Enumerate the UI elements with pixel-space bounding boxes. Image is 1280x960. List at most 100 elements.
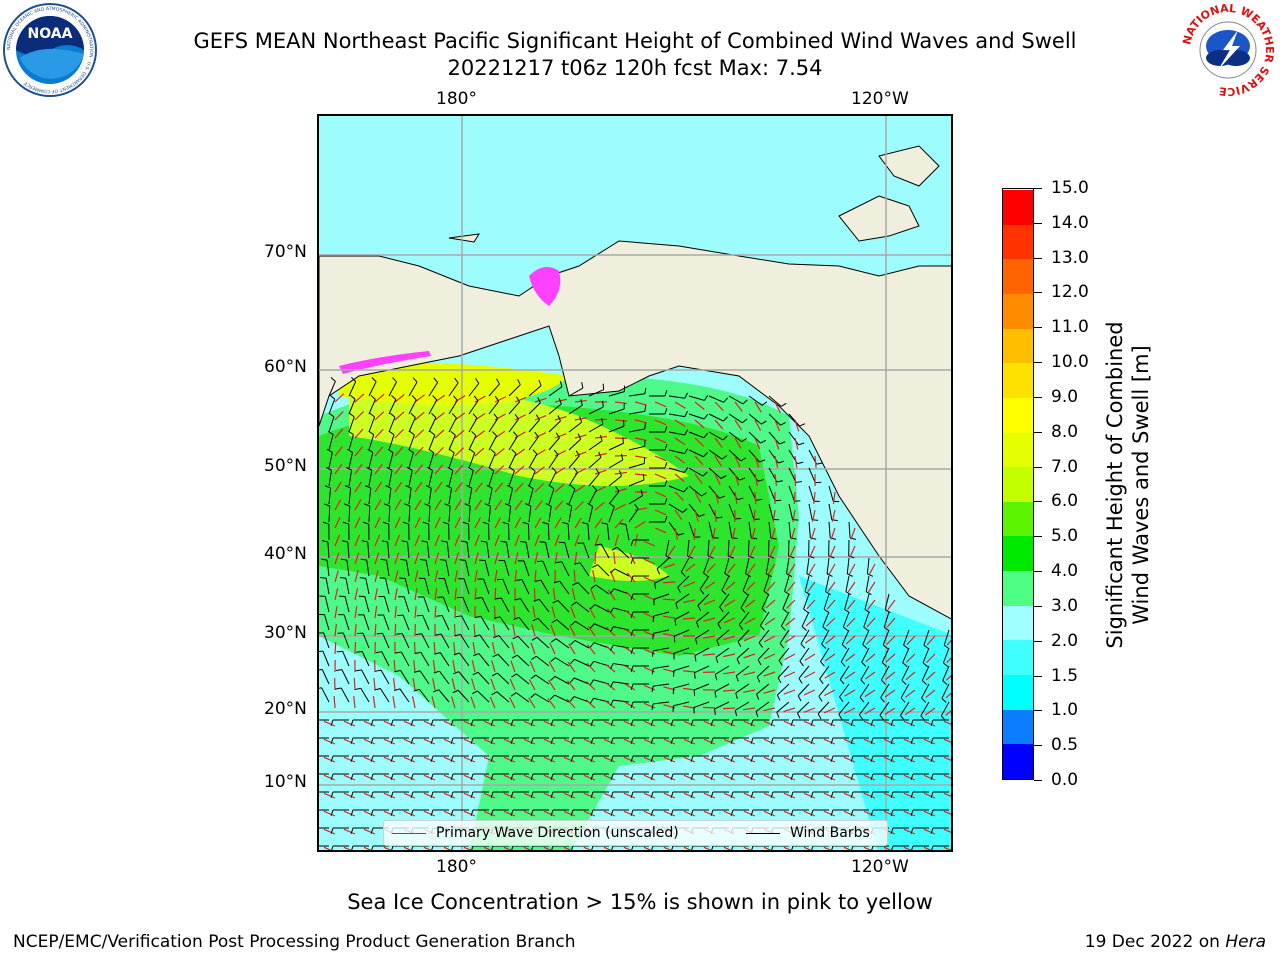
wave-direction-arrow	[323, 738, 336, 745]
wave-direction-arrow	[683, 756, 696, 763]
wind-barb-flag	[721, 589, 727, 595]
wind-barb-flag	[760, 439, 767, 444]
wind-barb	[486, 542, 490, 559]
wind-barb-flag	[756, 498, 763, 501]
wind-barb-flag	[384, 503, 391, 507]
wind-barb	[665, 539, 670, 556]
wind-barb-flag	[495, 597, 502, 600]
wave-direction-arrow	[334, 481, 342, 493]
wind-barb	[575, 620, 590, 631]
wind-barb-flag	[703, 572, 709, 578]
wave-direction-arrow	[906, 635, 916, 646]
wave-band-cyan	[799, 576, 951, 850]
wind-barb-flag	[757, 659, 762, 666]
wind-barb-flag	[510, 773, 514, 780]
wave-direction-arrow	[394, 588, 398, 601]
wave-direction-arrow	[903, 774, 916, 781]
wind-barb	[459, 652, 470, 667]
wind-barb-flag	[482, 521, 489, 525]
wind-barb-flag	[716, 516, 723, 519]
wave-direction-arrow	[494, 413, 506, 421]
wind-barb	[508, 418, 519, 433]
wind-barb-flag	[530, 755, 534, 762]
wave-direction-arrow	[474, 482, 483, 493]
wind-barb-flag	[390, 809, 394, 816]
wave-direction-arrow	[434, 534, 441, 547]
wind-barb-flag	[901, 679, 907, 685]
wind-barb	[597, 564, 610, 577]
wind-barb-flag	[370, 737, 374, 744]
wave-direction-arrow	[703, 720, 716, 727]
wave-direction-arrow	[511, 642, 516, 655]
wind-barb-flag	[512, 635, 519, 640]
wind-barb-flag	[634, 503, 639, 510]
wind-barb-flag	[714, 674, 718, 681]
wave-direction-arrow	[769, 545, 776, 558]
wave-direction-arrow	[374, 606, 378, 619]
wind-barb	[348, 488, 352, 505]
wave-direction-arrow	[843, 792, 856, 799]
wave-direction-arrow	[694, 455, 704, 466]
wind-barb-flag	[456, 596, 463, 599]
colorbar-segment	[1003, 189, 1033, 225]
wave-direction-arrow	[712, 527, 716, 540]
wind-barb	[500, 597, 510, 613]
lat-label-70n: 70°N	[264, 242, 307, 262]
wind-barb	[508, 453, 517, 469]
wind-barb-flag	[870, 773, 874, 780]
wind-barb-flag	[710, 773, 714, 780]
wind-barb-flag	[345, 485, 351, 489]
wind-barb-flag	[511, 673, 517, 678]
wind-barb-flag	[581, 522, 589, 525]
wind-barb	[568, 472, 578, 487]
wind-barb	[419, 670, 430, 685]
wind-barb	[703, 557, 710, 574]
wave-direction-arrow	[394, 552, 400, 565]
wave-direction-arrow	[534, 432, 547, 439]
wave-direction-arrow	[603, 810, 616, 817]
wind-barb-flag	[630, 665, 634, 672]
wave-direction-arrow	[763, 846, 772, 850]
wave-direction-arrow	[743, 792, 756, 799]
wave-direction-arrow	[363, 738, 376, 745]
wind-barb-flag	[569, 696, 575, 702]
wind-barb	[721, 575, 730, 591]
lon-label-top-180: 180°	[436, 89, 477, 109]
colorbar-tick	[1034, 571, 1042, 573]
wave-direction-arrow	[534, 483, 544, 493]
wind-barb-flag	[609, 588, 615, 594]
wind-barb-flag	[806, 573, 813, 577]
wave-direction-arrow	[383, 792, 396, 799]
wind-barb-flag	[474, 615, 482, 618]
colorbar-segment	[1003, 501, 1033, 537]
wave-direction-arrow	[843, 774, 856, 781]
wind-barb	[714, 683, 730, 693]
wind-barb-flag	[740, 457, 747, 462]
wind-barb-flag	[850, 719, 854, 726]
lon-label-bottom-120w: 120°W	[851, 857, 909, 877]
wind-barb	[528, 488, 534, 505]
wind-barb	[574, 640, 590, 649]
wind-barb-flag	[750, 809, 754, 816]
colorbar-tick-label: 2.0	[1051, 630, 1079, 651]
wind-barb	[715, 647, 730, 658]
colorbar-tick	[1034, 640, 1042, 642]
wind-barb	[496, 691, 510, 703]
wave-direction-arrow	[663, 668, 676, 673]
wind-barb-flag	[466, 484, 473, 489]
wind-barb-flag	[411, 395, 417, 401]
wave-direction-arrow	[763, 738, 776, 745]
wave-direction-arrow	[452, 660, 456, 673]
wave-direction-arrow	[743, 653, 756, 659]
wind-barb	[883, 611, 890, 628]
wind-barb	[674, 611, 690, 620]
wind-barb-flag	[610, 755, 614, 762]
wind-barb	[920, 701, 930, 717]
wave-direction-arrow	[563, 810, 576, 817]
wind-barb-flag	[630, 701, 634, 708]
wave-direction-arrow	[563, 792, 576, 799]
wave-direction-arrow	[723, 720, 736, 727]
map-legend: Primary Wave Direction (unscaled) Wind B…	[383, 820, 888, 846]
wave-direction-arrow	[363, 846, 372, 850]
wind-barb-flag	[848, 555, 855, 559]
